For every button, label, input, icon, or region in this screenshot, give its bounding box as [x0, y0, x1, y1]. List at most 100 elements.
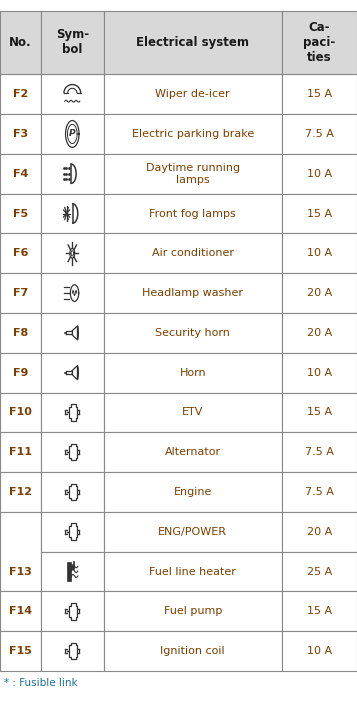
Text: F15: F15 [9, 646, 32, 656]
Text: ETV: ETV [182, 408, 203, 417]
Text: 10 A: 10 A [307, 169, 332, 179]
Bar [71, 565, 73, 569]
Bar [0, 631, 41, 671]
Bar [104, 432, 282, 472]
Text: 15 A: 15 A [307, 209, 332, 219]
Text: 20 A: 20 A [307, 288, 332, 298]
Bar [41, 631, 104, 671]
Bar [0, 234, 41, 273]
Text: 20 A: 20 A [307, 527, 332, 537]
Bar [73, 561, 74, 569]
Bar [104, 591, 282, 631]
Text: F3: F3 [13, 129, 28, 139]
Text: ENG/POWER: ENG/POWER [158, 527, 227, 537]
Bar [0, 194, 41, 234]
Bar [282, 273, 357, 313]
Bar [282, 313, 357, 353]
Text: Wiper de-icer: Wiper de-icer [155, 89, 230, 99]
Bar [41, 194, 104, 234]
Text: 10 A: 10 A [307, 646, 332, 656]
Text: * : Fusible link: * : Fusible link [4, 678, 77, 688]
Bar [41, 11, 104, 75]
Bar [41, 552, 104, 591]
Bar [282, 472, 357, 512]
Bar [104, 313, 282, 353]
Bar [41, 313, 104, 353]
Bar [282, 432, 357, 472]
Bar [0, 432, 41, 472]
Bar [41, 75, 104, 114]
Text: Ignition coil: Ignition coil [160, 646, 225, 656]
Bar [0, 11, 41, 75]
Bar [104, 75, 282, 114]
Text: 15 A: 15 A [307, 606, 332, 616]
Bar [104, 472, 282, 512]
Text: 7.5 A: 7.5 A [305, 447, 334, 457]
Text: Daytime running
lamps: Daytime running lamps [146, 163, 240, 185]
Bar [104, 194, 282, 234]
Bar [0, 591, 41, 631]
Bar [282, 234, 357, 273]
Bar [41, 234, 104, 273]
Text: 15 A: 15 A [307, 408, 332, 417]
Bar [41, 273, 104, 313]
Bar [0, 75, 41, 114]
Text: F5: F5 [13, 209, 28, 219]
Bar [104, 234, 282, 273]
Text: F11: F11 [9, 447, 32, 457]
Text: Security horn: Security horn [155, 328, 230, 338]
Bar [282, 512, 357, 552]
Text: Fuel line heater: Fuel line heater [149, 567, 236, 577]
Bar [282, 114, 357, 154]
Text: Electric parking brake: Electric parking brake [132, 129, 254, 139]
Bar [104, 393, 282, 432]
Bar [282, 631, 357, 671]
Text: F10: F10 [9, 408, 32, 417]
Bar [0, 512, 41, 591]
Bar [104, 353, 282, 393]
Text: P: P [69, 129, 76, 138]
Bar [41, 432, 104, 472]
Text: F14: F14 [9, 606, 32, 616]
Text: F2: F2 [13, 89, 28, 99]
Bar [41, 472, 104, 512]
Text: 20 A: 20 A [307, 328, 332, 338]
Bar [104, 552, 282, 591]
Bar [282, 194, 357, 234]
Bar [282, 552, 357, 591]
Bar [282, 154, 357, 194]
Text: Alternator: Alternator [165, 447, 221, 457]
Text: 10 A: 10 A [307, 368, 332, 378]
Text: F6: F6 [13, 248, 28, 258]
Text: Horn: Horn [180, 368, 206, 378]
Bar [104, 154, 282, 194]
Text: Fuel pump: Fuel pump [164, 606, 222, 616]
Bar [0, 353, 41, 393]
Text: Ca-
paci-
ties: Ca- paci- ties [303, 21, 336, 64]
Text: Air conditioner: Air conditioner [152, 248, 234, 258]
Text: F13: F13 [9, 567, 32, 577]
Bar [104, 631, 282, 671]
Text: Engine: Engine [174, 487, 212, 497]
Text: No.: No. [9, 36, 32, 49]
Bar [41, 353, 104, 393]
Bar [282, 75, 357, 114]
Text: Electrical system: Electrical system [136, 36, 249, 49]
Bar [282, 393, 357, 432]
Text: Sym-
bol: Sym- bol [56, 28, 89, 57]
Bar [104, 114, 282, 154]
Bar [0, 114, 41, 154]
Bar [0, 154, 41, 194]
Bar [104, 512, 282, 552]
Bar [0, 472, 41, 512]
Bar [282, 591, 357, 631]
Text: F4: F4 [13, 169, 28, 179]
Bar [41, 393, 104, 432]
Text: Headlamp washer: Headlamp washer [142, 288, 243, 298]
Bar [0, 393, 41, 432]
Text: F8: F8 [13, 328, 28, 338]
Text: 15 A: 15 A [307, 89, 332, 99]
Text: F12: F12 [9, 487, 32, 497]
Bar [282, 11, 357, 75]
Bar [66, 562, 71, 581]
